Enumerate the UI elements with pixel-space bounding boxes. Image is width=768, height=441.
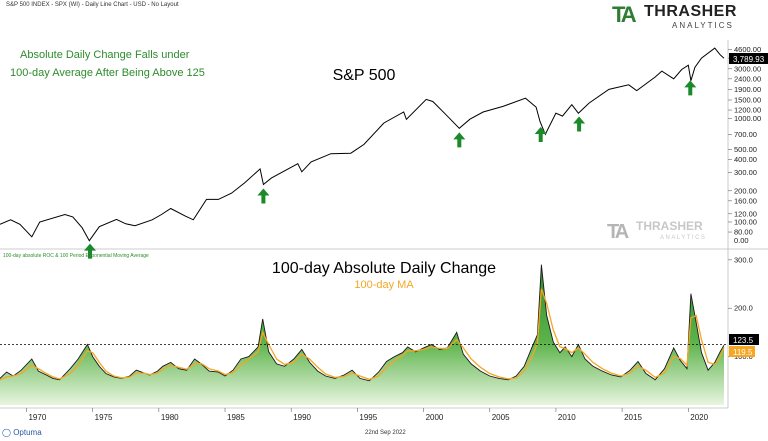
x-tick-label: 1990 [293, 413, 311, 422]
spx-title: S&P 500 [333, 67, 396, 84]
spx-y-tick-label: 700.00 [734, 130, 757, 139]
up-arrow-icon [257, 188, 270, 204]
up-arrow-icon [684, 80, 697, 96]
up-arrow-icon [84, 243, 97, 259]
roc-last-box [729, 334, 759, 345]
spx-y-tick-label: 400.00 [734, 155, 757, 164]
x-tick-label: 1975 [95, 413, 113, 422]
watermark: TA THRASHER ANALYTICS [607, 219, 706, 243]
signal-arrow [257, 188, 270, 204]
spx-last-value-badge: 3,789.93 [729, 53, 768, 64]
x-axis: 1970 1975 1980 1985 1990 1995 2000 2005 2010 2015… [26, 408, 709, 422]
spx-y-tick-label: 1500.00 [734, 96, 761, 105]
spx-y-tick-label: 100.00 [734, 217, 757, 226]
x-tick-label: 1995 [359, 413, 377, 422]
spx-y-tick-label: 2400.00 [734, 74, 761, 83]
signal-arrow [453, 132, 466, 148]
ta-logo-icon: TA [612, 2, 637, 27]
roc-title: 100-day Absolute Daily Change [272, 260, 496, 277]
x-tick-label: 2015 [624, 413, 642, 422]
logo-name: THRASHER [644, 3, 737, 20]
spx-y-tick-label: 120.00 [734, 209, 757, 218]
spx-y-tick-label: 1900.00 [734, 85, 761, 94]
x-tick-label: 1985 [227, 413, 245, 422]
ma-last-value: 119.5 [733, 348, 753, 357]
optuma-label: Optuma [13, 428, 42, 437]
spx-y-tick-label: 0.00 [734, 236, 749, 245]
up-arrow-icon [453, 132, 466, 148]
footer-date: 22nd Sep 2022 [365, 430, 406, 436]
spx-y-tick-label: 3000.00 [734, 64, 761, 73]
chart-header: S&P 500 INDEX - SPX (WI) - Daily Line Ch… [6, 2, 179, 8]
spx-y-tick-label: 500.00 [734, 145, 757, 154]
signal-arrow [684, 80, 697, 96]
spx-y-tick-label: 300.00 [734, 168, 757, 177]
x-tick-label: 2020 [690, 413, 708, 422]
logo-subtitle: ANALYTICS [672, 21, 734, 30]
spx-y-tick-label: 160.00 [734, 196, 757, 205]
watermark-name: THRASHER [636, 219, 703, 233]
signal-arrows [84, 80, 697, 259]
optuma-icon: ◯ [2, 428, 11, 437]
ma-line [0, 288, 725, 381]
roc-y-tick-label: 300.0 [734, 255, 753, 264]
spx-last-value: 3,789.93 [733, 55, 765, 64]
optuma-brand: ◯ Optuma [2, 428, 42, 437]
ma-last-box [729, 346, 755, 357]
x-tick-label: 2000 [426, 413, 444, 422]
thrasher-logo: TA THRASHER ANALYTICS [612, 2, 762, 32]
spx-y-tick-label: 1000.00 [734, 114, 761, 123]
signal-arrow [534, 126, 547, 142]
x-tick-label: 2005 [492, 413, 510, 422]
roc-y-tick-label: 200.0 [734, 304, 753, 313]
annotation-line-2: 100-day Average After Being Above 125 [10, 67, 205, 79]
up-arrow-icon [534, 126, 547, 142]
roc-last-badge: 123.5 [729, 334, 759, 345]
roc-subtitle: 100-day MA [354, 279, 414, 291]
roc-legend: 100-day absolute ROC & 100 Period Expone… [3, 253, 149, 259]
roc-last-value: 123.5 [733, 336, 754, 345]
spx-y-axis: 4600.003800.003000.002400.001900.001500.… [728, 45, 761, 245]
x-tick-label: 1970 [28, 413, 46, 422]
x-tick-label: 1980 [161, 413, 179, 422]
spx-last-value-box [729, 53, 768, 64]
roc-area [0, 264, 724, 405]
up-arrow-icon [573, 116, 586, 132]
watermark-mark: TA [607, 221, 629, 243]
watermark-sub: ANALYTICS [660, 235, 706, 241]
spx-y-tick-label: 80.00 [734, 228, 753, 237]
signal-arrow [573, 116, 586, 132]
spx-price-line [0, 47, 725, 242]
spx-y-tick-label: 1200.00 [734, 106, 761, 115]
ma-last-badge: 119.5 [729, 346, 755, 357]
annotation-line-1: Absolute Daily Change Falls under [20, 49, 190, 61]
x-tick-label: 2010 [558, 413, 576, 422]
spx-y-tick-label: 200.00 [734, 186, 757, 195]
spx-y-tick-label: 4600.00 [734, 45, 761, 54]
signal-arrow [84, 243, 97, 259]
